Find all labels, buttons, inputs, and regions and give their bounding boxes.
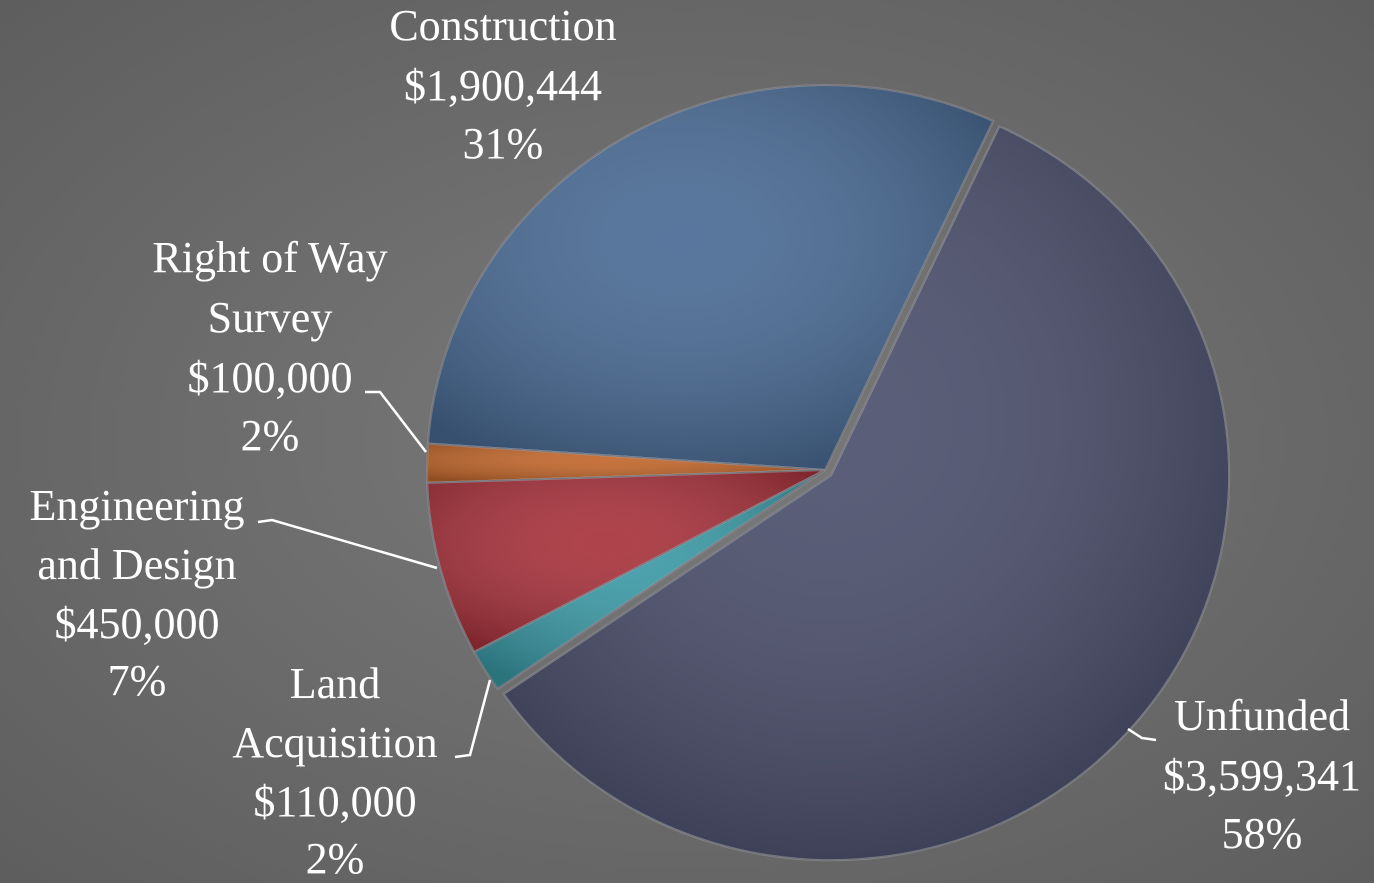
labels: Construction $1,900,444 31% Right of Way Sur…: [29, 1, 1361, 883]
slice-shade: [426, 84, 995, 472]
category-label: Construction: [389, 1, 616, 50]
category-label: Right of Way: [152, 233, 387, 282]
value-label: $100,000: [188, 353, 353, 402]
slice-shade: [472, 469, 826, 691]
leader-line: [1127, 727, 1157, 742]
category-label: Acquisition: [232, 718, 437, 767]
percent-label: 2%: [306, 834, 365, 883]
category-label: Survey: [208, 293, 333, 342]
value-label: $1,900,444: [404, 61, 602, 110]
value-label: $110,000: [253, 777, 416, 826]
slice-shade: [502, 124, 1231, 862]
value-label: $3,599,341: [1163, 751, 1361, 800]
category-label: Land: [290, 659, 380, 708]
slice-shade: [426, 469, 826, 654]
percent-label: 7%: [108, 656, 167, 705]
category-label: Engineering: [29, 481, 244, 530]
leader-line: [365, 390, 427, 453]
category-label: Unfunded: [1174, 691, 1350, 740]
leader-line: [257, 518, 438, 570]
value-label: $450,000: [55, 599, 220, 648]
percent-label: 2%: [241, 411, 300, 460]
category-label: and Design: [37, 540, 236, 589]
pie: [426, 84, 1231, 862]
percent-label: 58%: [1222, 809, 1303, 858]
percent-label: 31%: [463, 119, 544, 168]
leader-line: [454, 679, 492, 759]
